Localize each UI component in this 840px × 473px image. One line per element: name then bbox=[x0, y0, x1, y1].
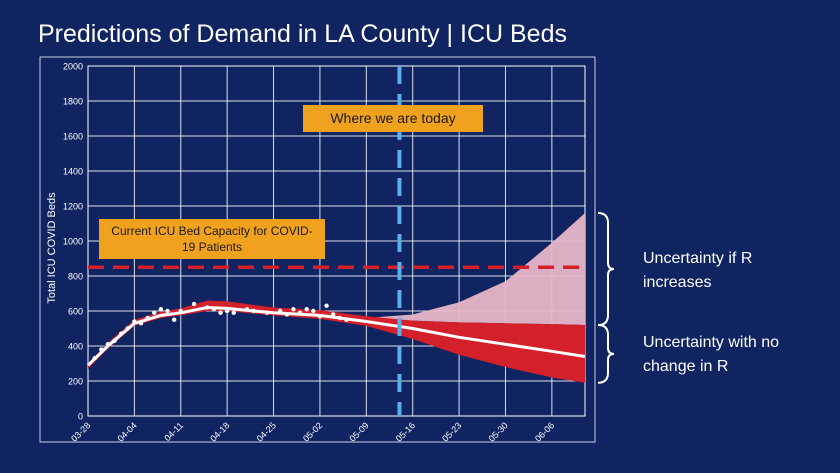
observed-point bbox=[337, 315, 343, 321]
observed-point bbox=[311, 308, 316, 314]
observed-point bbox=[324, 303, 329, 308]
observed-point bbox=[231, 310, 236, 315]
capacity-callout: Current ICU Bed Capacity for COVID-19 Pa… bbox=[99, 219, 325, 259]
observed-point bbox=[330, 312, 336, 317]
x-tick-label: 05-16 bbox=[394, 420, 417, 443]
brace-no-change bbox=[597, 324, 615, 384]
x-tick-label: 06-06 bbox=[533, 420, 556, 443]
plot-outline bbox=[39, 56, 596, 443]
today-callout: Where we are today bbox=[303, 105, 483, 132]
uncertainty-nochange-label: Uncertainty with no change in R bbox=[643, 334, 780, 375]
y-tick-label: 400 bbox=[68, 342, 83, 352]
observed-point bbox=[99, 347, 104, 352]
observed-point bbox=[205, 305, 210, 310]
observed-point bbox=[277, 308, 283, 314]
observed-point bbox=[178, 308, 183, 314]
y-tick-label: 0 bbox=[78, 412, 83, 422]
x-tick-label: 04-11 bbox=[162, 420, 185, 443]
observed-point bbox=[284, 312, 289, 317]
observed-point bbox=[251, 308, 256, 314]
y-axis-label: Total ICU COVID Beds bbox=[46, 192, 58, 304]
slide-title: Predictions of Demand in LA County | ICU… bbox=[38, 20, 567, 48]
observed-point bbox=[158, 307, 164, 312]
observed-point bbox=[317, 314, 323, 319]
y-tick-label: 1800 bbox=[63, 97, 83, 107]
y-tick-label: 2000 bbox=[63, 62, 83, 72]
r-increase-band bbox=[366, 213, 585, 325]
observed-point bbox=[244, 307, 250, 312]
observed-point bbox=[138, 321, 144, 326]
observed-point bbox=[191, 301, 197, 307]
x-tick-label: 05-23 bbox=[440, 420, 463, 443]
y-tick-label: 600 bbox=[68, 307, 83, 317]
observed-point bbox=[112, 338, 117, 343]
uncertainty-increase-label: Uncertainty if R increases bbox=[643, 250, 753, 291]
y-tick-label: 800 bbox=[68, 272, 83, 282]
observed-point bbox=[125, 326, 130, 331]
observed-point bbox=[304, 307, 309, 312]
x-tick-label: 04-18 bbox=[208, 420, 231, 443]
observed-point bbox=[218, 310, 223, 315]
observed-point bbox=[297, 310, 303, 315]
x-tick-label: 03-28 bbox=[69, 420, 92, 443]
brace-r-increase bbox=[597, 212, 615, 326]
observed-point bbox=[171, 317, 177, 322]
y-tick-label: 1600 bbox=[63, 132, 83, 142]
observed-point bbox=[291, 307, 296, 312]
observed-point bbox=[264, 310, 270, 315]
x-tick-label: 05-02 bbox=[301, 420, 324, 443]
y-tick-label: 1200 bbox=[63, 202, 83, 212]
observed-point bbox=[145, 315, 150, 321]
x-tick-label: 04-04 bbox=[115, 420, 138, 443]
observed-point bbox=[344, 317, 349, 322]
observed-point bbox=[105, 342, 111, 347]
observed-point bbox=[118, 331, 124, 336]
observed-point bbox=[165, 308, 170, 314]
y-tick-label: 1400 bbox=[63, 167, 83, 177]
observed-point bbox=[132, 319, 137, 324]
observed-point bbox=[224, 308, 230, 314]
observed-point bbox=[92, 356, 97, 361]
observed-point bbox=[211, 307, 217, 312]
y-tick-label: 200 bbox=[68, 377, 83, 387]
x-tick-label: 05-09 bbox=[347, 420, 370, 443]
x-tick-label: 04-25 bbox=[255, 420, 278, 443]
x-tick-label: 05-30 bbox=[487, 420, 510, 443]
observed-point bbox=[152, 310, 157, 315]
y-tick-label: 1000 bbox=[63, 237, 83, 247]
